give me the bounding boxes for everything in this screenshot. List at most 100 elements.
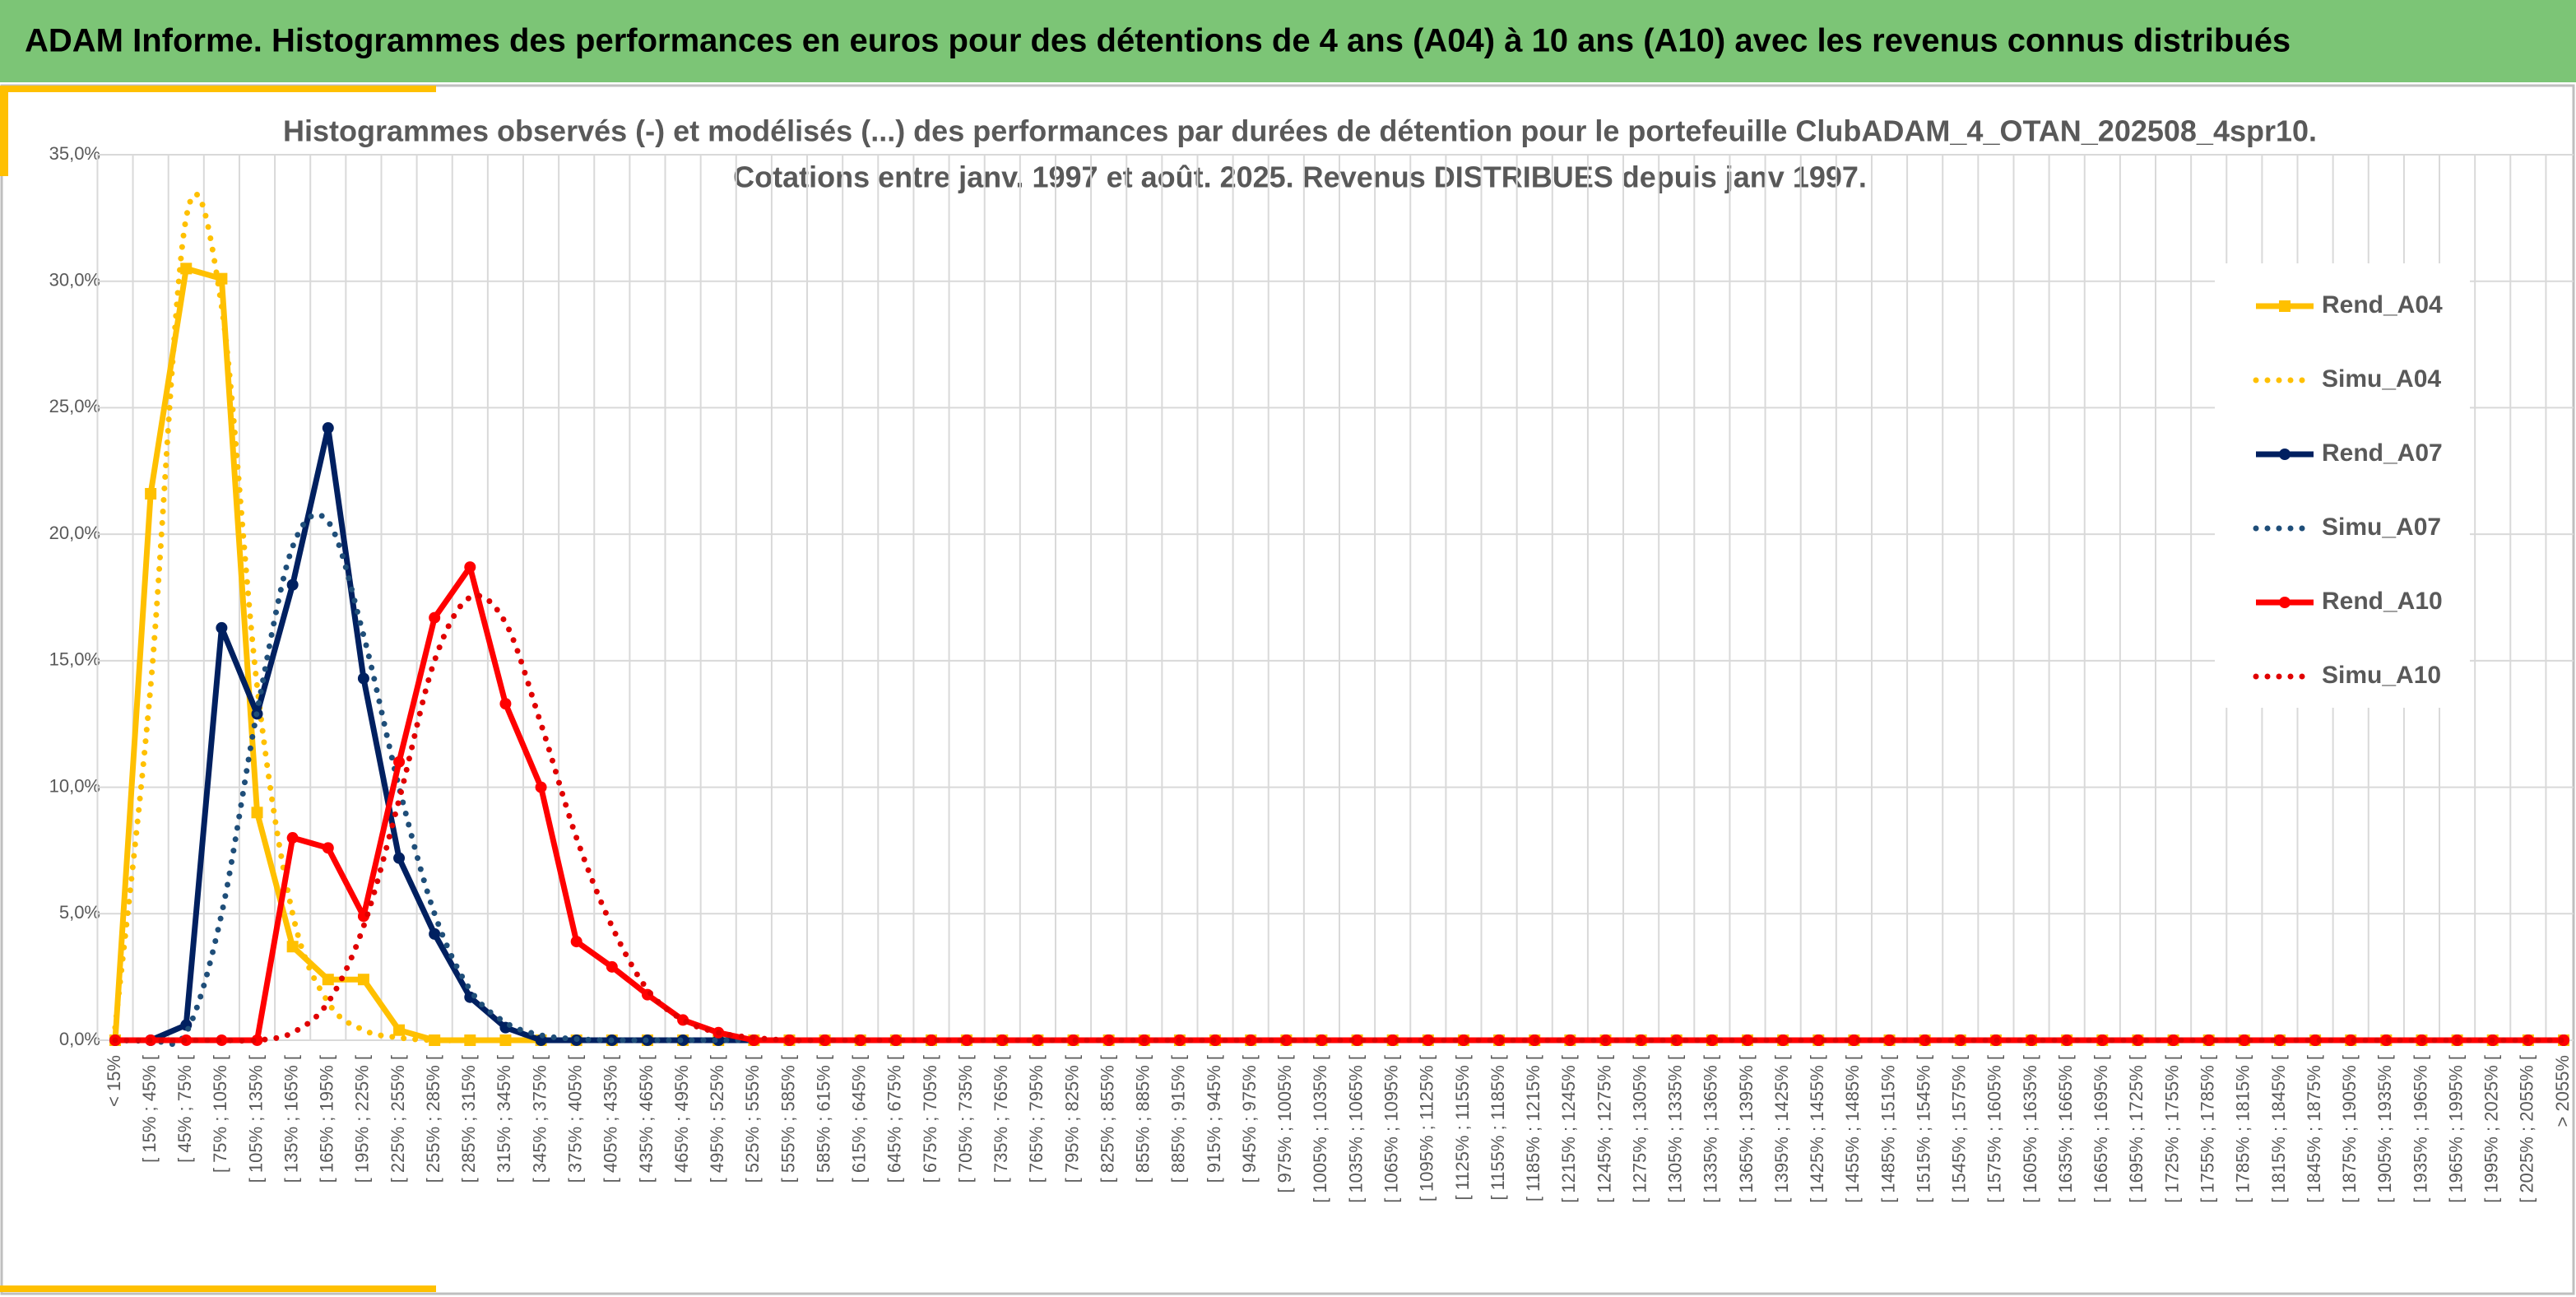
x-tick-label: [ 1185% ; 1215% [ xyxy=(1523,1055,1543,1202)
y-tick-label: 0,0% xyxy=(59,1029,100,1049)
x-tick-label: [ 975% ; 1005% [ xyxy=(1274,1055,1295,1193)
x-tick-label: [ 1125% ; 1155% [ xyxy=(1452,1055,1473,1201)
legend-box xyxy=(2215,263,2470,708)
x-tick-label: [ 1485% ; 1515% [ xyxy=(1877,1055,1898,1203)
marker xyxy=(1777,1034,1789,1046)
marker xyxy=(1316,1034,1328,1046)
marker xyxy=(180,263,193,275)
x-tick-label: [ 1785% ; 1815% [ xyxy=(2233,1055,2253,1203)
x-tick-label: [ 1035% ; 1065% [ xyxy=(1345,1055,1366,1203)
marker xyxy=(1883,1034,1896,1046)
marker xyxy=(286,941,299,953)
x-tick-label: [ 1545% ; 1575% [ xyxy=(1949,1055,1970,1203)
legend-label: Simu_A10 xyxy=(2322,662,2441,689)
marker xyxy=(286,579,299,591)
accent-bottom xyxy=(0,1285,436,1292)
x-tick-label: [ 675% ; 705% [ xyxy=(920,1055,940,1183)
x-tick-label: [ 285% ; 315% [ xyxy=(458,1055,479,1183)
marker xyxy=(1457,1034,1469,1046)
marker xyxy=(996,1034,1009,1046)
x-tick-label: [ 1395% ; 1425% [ xyxy=(1771,1055,1792,1203)
marker xyxy=(393,1024,406,1036)
marker xyxy=(322,842,334,854)
marker xyxy=(570,936,583,948)
x-tick-label: [ 315% ; 345% [ xyxy=(494,1055,514,1183)
x-tick-label: [ 465% ; 495% [ xyxy=(671,1055,692,1183)
x-tick-label: [ 1995% ; 2025% [ xyxy=(2481,1055,2502,1203)
x-tick-label: [ 555% ; 585% [ xyxy=(777,1055,798,1183)
x-tick-label: [ 105% ; 135% [ xyxy=(245,1055,266,1183)
x-tick-label: [ 195% ; 225% [ xyxy=(352,1055,373,1183)
x-tick-label: [ 1935% ; 1965% [ xyxy=(2410,1055,2430,1203)
x-tick-label: [ 1965% ; 1995% [ xyxy=(2445,1055,2466,1203)
x-tick-label: [ 1425% ; 1455% [ xyxy=(1807,1055,1827,1203)
x-tick-label: [ 1155% ; 1185% [ xyxy=(1488,1055,1508,1201)
marker xyxy=(1848,1034,1860,1046)
marker xyxy=(286,832,299,844)
marker xyxy=(145,487,157,500)
legend-label: Rend_A10 xyxy=(2322,588,2443,615)
legend-label: Rend_A07 xyxy=(2322,439,2443,467)
marker xyxy=(2273,1034,2286,1046)
x-tick-label: [ 1365% ; 1395% [ xyxy=(1736,1055,1757,1203)
y-tick-label: 35,0% xyxy=(49,143,100,164)
header-title: ADAM Informe. Histogrammes des performan… xyxy=(25,23,2291,59)
marker xyxy=(2167,1034,2179,1046)
x-tick-label: [ 645% ; 675% [ xyxy=(884,1055,905,1183)
x-tick-label: [ 1065% ; 1095% [ xyxy=(1381,1055,1402,1203)
x-tick-label: [ 15% ; 45% [ xyxy=(139,1055,160,1163)
legend: Rend_A04 Simu_A04 Rend_A07 Simu_A07 Rend_A10… xyxy=(2215,263,2470,708)
marker xyxy=(393,755,406,768)
y-tick-label: 15,0% xyxy=(49,649,100,670)
x-tick-label: [ 1665% ; 1695% [ xyxy=(2091,1055,2111,1203)
marker xyxy=(926,1034,937,1046)
x-tick-label: [ 225% ; 255% [ xyxy=(388,1055,408,1183)
marker xyxy=(357,672,369,685)
x-tick-label: [ 1575% ; 1605% [ xyxy=(1984,1055,2005,1203)
header-bar xyxy=(0,0,2576,82)
marker xyxy=(2345,1034,2357,1046)
marker xyxy=(216,621,228,634)
marker xyxy=(2202,1034,2215,1046)
legend-label: Simu_A07 xyxy=(2322,514,2441,541)
x-tick-label: [ 1515% ; 1545% [ xyxy=(1913,1055,1933,1203)
y-tick-label: 5,0% xyxy=(59,902,100,923)
x-tick-label: [ 1725% ; 1755% [ xyxy=(2161,1055,2182,1203)
x-tick-label: [ 615% ; 645% [ xyxy=(849,1055,870,1183)
x-tick-label: [ 1635% ; 1665% [ xyxy=(2055,1055,2076,1203)
marker xyxy=(429,611,441,624)
legend-label: Simu_A04 xyxy=(2322,365,2441,393)
x-tick-label: [ 1845% ; 1875% [ xyxy=(2304,1055,2324,1203)
legend-marker xyxy=(2279,449,2291,460)
x-tick-label: [ 1335% ; 1365% [ xyxy=(1701,1055,1721,1203)
series-line xyxy=(112,593,2567,1044)
x-tick-label: [ 255% ; 285% [ xyxy=(423,1055,443,1183)
marker xyxy=(1032,1034,1044,1046)
marker xyxy=(1280,1034,1293,1046)
marker xyxy=(357,974,369,986)
x-tick-label: [ 1005% ; 1035% [ xyxy=(1310,1055,1330,1203)
y-tick-label: 30,0% xyxy=(49,270,100,291)
marker xyxy=(1812,1034,1825,1046)
x-tick-label: [ 1755% ; 1785% [ xyxy=(2198,1055,2218,1203)
marker xyxy=(393,852,406,864)
marker xyxy=(429,1034,441,1046)
marker xyxy=(961,1034,973,1046)
legend-label: Rend_A04 xyxy=(2322,291,2443,318)
marker xyxy=(322,974,334,986)
marker xyxy=(2238,1034,2250,1046)
x-tick-label: [ 165% ; 195% [ xyxy=(317,1055,337,1183)
x-tick-label: [ 885% ; 915% [ xyxy=(1168,1055,1189,1183)
chart-subtitle: Cotations entre janv. 1997 et août. 2025… xyxy=(733,160,1867,194)
marker xyxy=(1706,1034,1718,1046)
x-tick-label: [ 1275% ; 1305% [ xyxy=(1629,1055,1650,1203)
marker xyxy=(606,960,618,973)
accent-left xyxy=(0,86,8,176)
marker xyxy=(1742,1034,1753,1046)
marker xyxy=(889,1034,902,1046)
x-tick-label: [ 1095% ; 1125% [ xyxy=(1417,1055,1437,1202)
x-tick-label: [ 735% ; 765% [ xyxy=(991,1055,1011,1183)
x-tick-label: [ 945% ; 975% [ xyxy=(1239,1055,1260,1183)
x-tick-label: [ 1905% ; 1935% [ xyxy=(2374,1055,2395,1203)
